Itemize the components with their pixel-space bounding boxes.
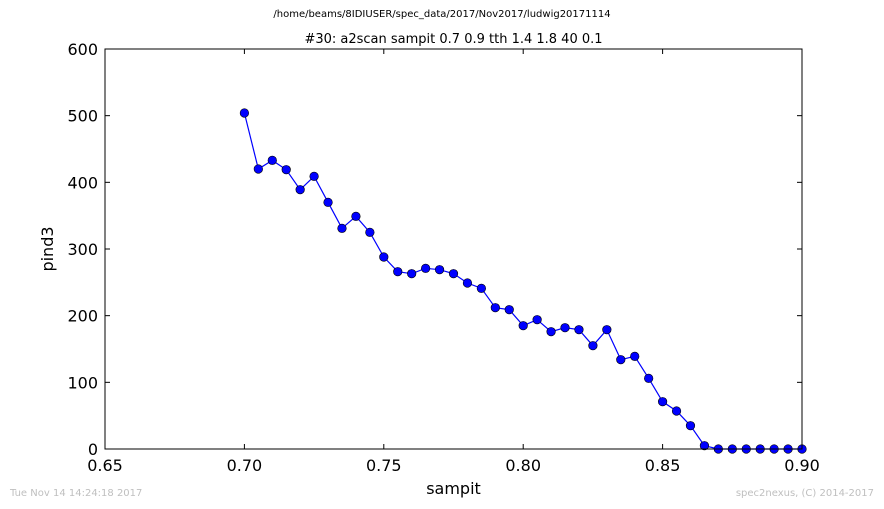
data-point (295, 185, 305, 195)
y-tick-label: 600 (67, 40, 98, 59)
x-tick-label: 0.85 (645, 456, 681, 475)
data-point (267, 155, 277, 165)
data-point (337, 223, 347, 233)
y-axis-label: pind3 (38, 226, 57, 271)
data-point (588, 341, 598, 351)
data-point (574, 325, 584, 335)
plot-area-frame (104, 48, 803, 450)
y-tick-label: 200 (67, 307, 98, 326)
series-layer (239, 108, 807, 454)
x-tick-label: 0.75 (366, 456, 402, 475)
data-point (365, 227, 375, 237)
data-point (281, 165, 291, 175)
x-tick-label: 0.65 (87, 456, 123, 475)
y-tick-label: 400 (67, 173, 98, 192)
data-point (421, 263, 431, 273)
data-point (434, 265, 445, 275)
data-point (644, 373, 654, 383)
figure-suptitle: /home/beams/8IDIUSER/spec_data/2017/Nov2… (273, 9, 611, 20)
data-point (239, 108, 249, 118)
data-point (630, 351, 640, 361)
data-point (323, 197, 333, 207)
data-point (504, 305, 514, 315)
data-point (476, 283, 486, 293)
data-point (602, 325, 612, 335)
y-tick-label: 0 (88, 440, 98, 459)
data-point (560, 323, 570, 333)
x-tick-label: 0.80 (505, 456, 541, 475)
chart-title: #30: a2scan sampit 0.7 0.9 tth 1.4 1.8 4… (304, 32, 602, 47)
data-point (407, 269, 417, 279)
x-tick-label: 0.70 (227, 456, 263, 475)
x-axis-label: sampit (426, 479, 481, 498)
data-point (462, 278, 473, 288)
data-point (379, 252, 389, 262)
data-point (546, 327, 556, 337)
data-point (699, 441, 710, 451)
data-point (616, 355, 626, 365)
data-point (657, 397, 668, 407)
data-point (518, 321, 528, 331)
data-point (490, 303, 500, 313)
footer-timestamp: Tue Nov 14 14:24:18 2017 (10, 488, 143, 499)
data-point (685, 421, 696, 431)
footer-credit: spec2nexus, (C) 2014-2017 (735, 488, 874, 499)
x-tick-label: 0.90 (784, 456, 820, 475)
data-point (448, 269, 459, 279)
data-point (532, 315, 542, 325)
data-point (253, 164, 263, 174)
data-point (393, 267, 403, 277)
y-tick-label: 300 (67, 240, 98, 259)
y-tick-label: 500 (67, 107, 98, 126)
data-point (351, 211, 361, 221)
series-line (243, 112, 802, 450)
y-tick-label: 100 (67, 373, 98, 392)
axis-ticks: 0.65 0.70 0.75 0.80 0.85 0.90 0 100 200 300 400 500… (67, 40, 819, 475)
data-point (309, 171, 319, 181)
data-point (671, 406, 682, 416)
